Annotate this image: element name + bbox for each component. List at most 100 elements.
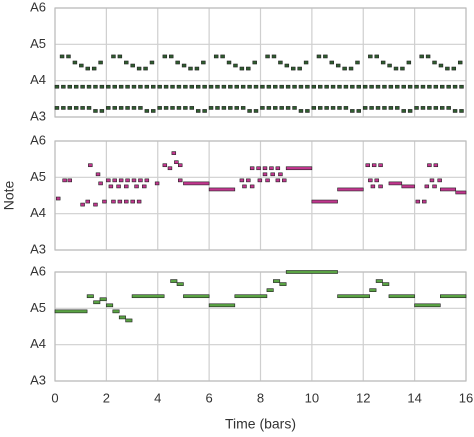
note <box>170 84 175 89</box>
note <box>387 63 392 68</box>
note <box>99 84 105 89</box>
note <box>228 84 233 89</box>
note <box>183 106 188 110</box>
note <box>438 63 444 68</box>
note <box>143 66 148 71</box>
note <box>350 109 355 113</box>
note <box>337 84 342 89</box>
note <box>329 60 335 65</box>
note <box>202 109 207 113</box>
y-tick-label: A3 <box>30 241 46 256</box>
note <box>54 84 60 89</box>
note <box>275 166 281 171</box>
note <box>67 106 72 110</box>
note <box>285 270 338 274</box>
x-tick-label: 4 <box>154 390 161 405</box>
note <box>189 106 195 110</box>
note <box>138 84 143 89</box>
note <box>275 178 281 183</box>
note <box>72 60 78 65</box>
note <box>228 106 233 110</box>
note <box>369 288 377 292</box>
note <box>131 106 137 110</box>
note <box>370 184 376 189</box>
note <box>136 199 142 204</box>
note <box>420 84 426 89</box>
note <box>162 163 168 168</box>
note <box>208 106 214 110</box>
note <box>102 199 107 204</box>
note <box>183 294 210 299</box>
note <box>273 279 281 283</box>
note <box>112 178 117 183</box>
note <box>362 84 368 89</box>
note <box>459 84 464 89</box>
note <box>130 63 135 68</box>
note <box>420 106 426 110</box>
note <box>432 184 437 189</box>
note <box>195 84 201 89</box>
note <box>368 54 373 59</box>
note <box>311 199 338 204</box>
note <box>86 294 94 299</box>
note <box>208 84 214 89</box>
note <box>388 106 394 110</box>
note <box>125 106 130 110</box>
panel: A3 A4 A5 A6 Note <box>1 132 467 256</box>
note <box>234 294 268 299</box>
note <box>79 63 84 68</box>
note <box>111 199 116 204</box>
note <box>452 84 458 89</box>
note <box>330 106 336 110</box>
note <box>220 54 225 59</box>
note <box>202 84 207 89</box>
note <box>265 54 270 59</box>
panel: 0 2 4 6 8 10 12 14 16 A3 A4 A5 A6 Time (bars) <box>30 263 473 431</box>
note <box>348 66 354 71</box>
note <box>59 54 65 59</box>
note <box>323 54 328 59</box>
note <box>149 60 155 65</box>
y-tick-label: A4 <box>30 336 46 351</box>
note <box>86 84 92 89</box>
note <box>95 172 101 177</box>
note <box>271 54 277 59</box>
note <box>269 166 274 171</box>
note <box>375 84 381 89</box>
note <box>125 318 133 323</box>
note <box>183 84 188 89</box>
note <box>55 196 61 201</box>
note <box>240 106 246 110</box>
note <box>189 84 195 89</box>
note <box>176 106 182 110</box>
note <box>154 181 160 186</box>
note <box>266 106 272 110</box>
note <box>246 178 251 183</box>
note <box>253 84 259 89</box>
note <box>382 282 390 286</box>
y-tick-label: A4 <box>30 72 46 87</box>
note <box>246 66 251 71</box>
note <box>446 84 451 89</box>
y-tick-label: A3 <box>30 108 46 123</box>
note <box>170 106 175 110</box>
note <box>61 106 66 110</box>
note <box>382 106 387 110</box>
note <box>343 106 349 110</box>
note <box>178 178 183 183</box>
note <box>305 109 310 113</box>
note <box>330 84 336 89</box>
note <box>253 109 259 113</box>
note <box>324 84 329 89</box>
note <box>452 109 458 113</box>
note <box>144 178 150 183</box>
note <box>262 166 268 171</box>
note <box>174 160 179 165</box>
note <box>93 202 98 207</box>
note <box>99 109 105 113</box>
note <box>226 60 232 65</box>
note <box>124 60 129 65</box>
y-tick-label: A6 <box>30 0 46 14</box>
note <box>80 202 85 207</box>
